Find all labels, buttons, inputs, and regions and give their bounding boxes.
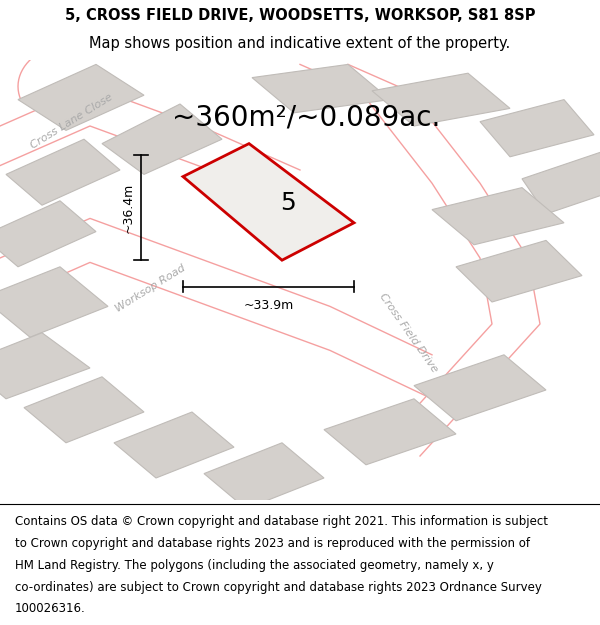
Text: Contains OS data © Crown copyright and database right 2021. This information is : Contains OS data © Crown copyright and d… [15,515,548,528]
Text: ~33.9m: ~33.9m [244,299,293,312]
Polygon shape [114,412,234,478]
Polygon shape [522,152,600,214]
Polygon shape [372,73,510,126]
Polygon shape [456,241,582,302]
Text: ~360m²/~0.089ac.: ~360m²/~0.089ac. [172,103,440,131]
Text: Worksop Road: Worksop Road [113,263,187,314]
Polygon shape [24,377,144,442]
Text: Map shows position and indicative extent of the property.: Map shows position and indicative extent… [89,36,511,51]
Polygon shape [414,355,546,421]
Text: Cross Field Drive: Cross Field Drive [377,291,439,374]
Polygon shape [432,188,564,245]
Polygon shape [6,139,120,205]
Polygon shape [480,99,594,157]
Text: 5, CROSS FIELD DRIVE, WOODSETTS, WORKSOP, S81 8SP: 5, CROSS FIELD DRIVE, WOODSETTS, WORKSOP… [65,8,535,22]
Text: 5: 5 [280,191,296,215]
Text: 100026316.: 100026316. [15,602,86,616]
Text: ~36.4m: ~36.4m [121,182,134,232]
Polygon shape [252,64,390,112]
Polygon shape [18,64,144,131]
Polygon shape [183,144,354,260]
Polygon shape [102,104,222,174]
Text: to Crown copyright and database rights 2023 and is reproduced with the permissio: to Crown copyright and database rights 2… [15,537,530,550]
Polygon shape [0,201,96,267]
Polygon shape [324,399,456,465]
Text: co-ordinates) are subject to Crown copyright and database rights 2023 Ordnance S: co-ordinates) are subject to Crown copyr… [15,581,542,594]
Polygon shape [204,442,324,509]
Text: HM Land Registry. The polygons (including the associated geometry, namely x, y: HM Land Registry. The polygons (includin… [15,559,494,572]
Text: Cross Lane Close: Cross Lane Close [29,92,115,151]
Polygon shape [0,332,90,399]
Polygon shape [0,267,108,338]
